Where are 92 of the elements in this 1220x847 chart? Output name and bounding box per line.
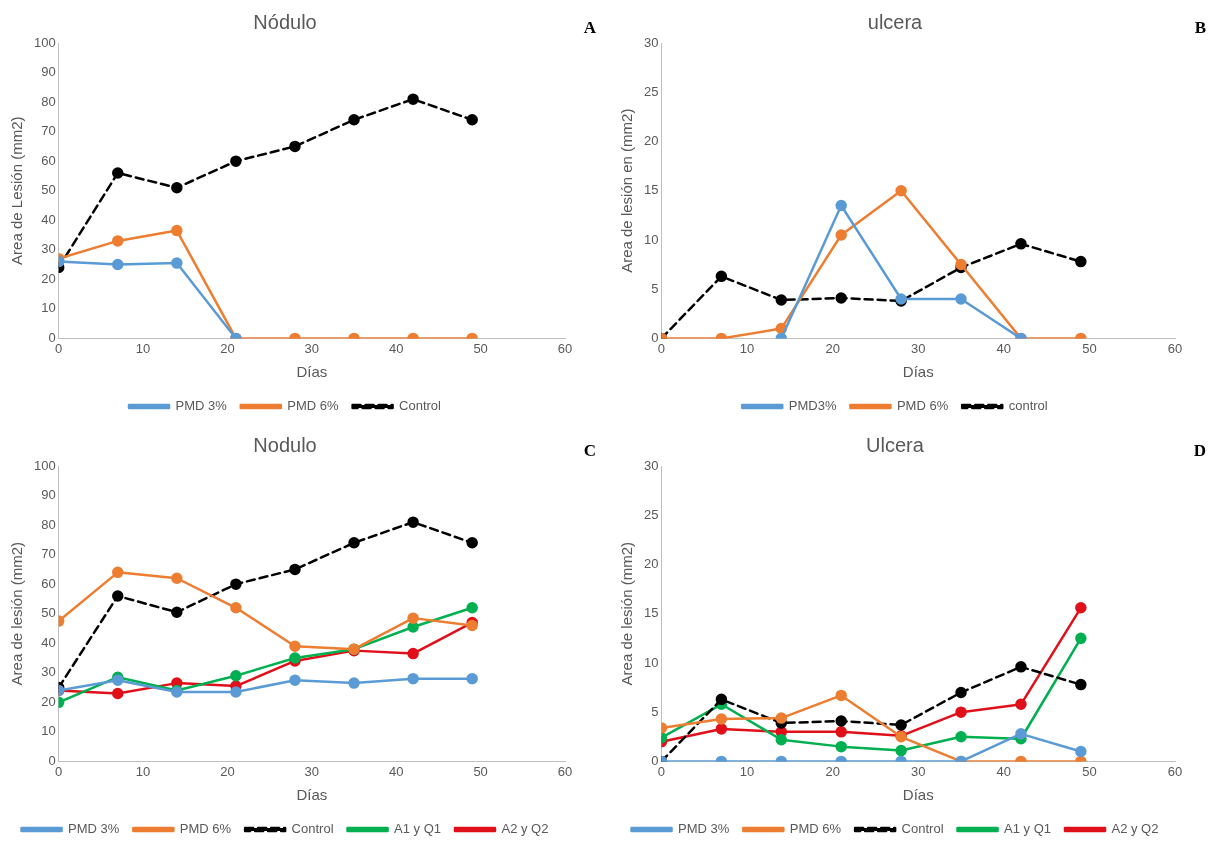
y-tick-label: 20 bbox=[41, 693, 56, 709]
y-tick-label: 25 bbox=[643, 83, 659, 99]
legend-label: PMD 3% bbox=[68, 821, 120, 837]
y-axis-title: Area de lesión (mm2) bbox=[8, 542, 26, 686]
y-tick-label: 40 bbox=[41, 211, 56, 227]
chart-title: Ulcera bbox=[866, 433, 925, 456]
x-axis-title: Días bbox=[296, 786, 328, 804]
legend-label: Control bbox=[399, 398, 442, 414]
y-tick-label: 30 bbox=[643, 34, 659, 50]
y-tick-label: 30 bbox=[643, 457, 659, 473]
x-tick-label: 10 bbox=[739, 763, 755, 779]
x-tick-label: 50 bbox=[473, 763, 488, 779]
y-tick-label: 15 bbox=[643, 182, 659, 198]
x-tick-label: 60 bbox=[1167, 340, 1183, 356]
legend-label: A2 y Q2 bbox=[501, 821, 549, 837]
y-tick-label: 0 bbox=[651, 329, 659, 345]
legend-label: Control bbox=[291, 821, 334, 837]
x-tick-label: 10 bbox=[135, 763, 151, 779]
y-tick-label: 10 bbox=[643, 654, 659, 670]
x-tick-label: 50 bbox=[473, 340, 488, 356]
x-tick-label: 10 bbox=[739, 340, 755, 356]
y-tick-label: 10 bbox=[41, 300, 56, 316]
x-tick-label: 60 bbox=[557, 763, 573, 779]
x-tick-label: 20 bbox=[825, 763, 840, 779]
y-tick-label: 30 bbox=[41, 664, 56, 680]
y-tick-label: 0 bbox=[48, 752, 56, 768]
x-tick-label: 40 bbox=[389, 763, 404, 779]
y-tick-label: 70 bbox=[41, 123, 56, 139]
y-tick-label: 60 bbox=[41, 575, 56, 591]
x-axis-title: Días bbox=[902, 786, 934, 804]
x-tick-label: 60 bbox=[557, 340, 573, 356]
x-tick-label: 60 bbox=[1167, 763, 1183, 779]
y-tick-label: 20 bbox=[643, 133, 659, 149]
y-tick-label: 10 bbox=[41, 723, 56, 739]
legend-label: PMD3% bbox=[788, 398, 837, 414]
y-tick-label: 0 bbox=[651, 752, 659, 768]
x-tick-label: 30 bbox=[304, 340, 320, 356]
y-tick-label: 30 bbox=[41, 241, 56, 257]
y-tick-label: 0 bbox=[48, 329, 56, 345]
legend-label: PMD 3% bbox=[175, 398, 228, 414]
x-tick-label: 20 bbox=[220, 340, 235, 356]
y-tick-label: 50 bbox=[41, 605, 56, 621]
x-tick-label: 40 bbox=[389, 340, 404, 356]
y-tick-label: 70 bbox=[41, 546, 56, 562]
x-tick-label: 50 bbox=[1082, 763, 1097, 779]
x-axis-title: Días bbox=[296, 363, 328, 381]
legend-label: control bbox=[1008, 398, 1048, 414]
x-tick-label: 30 bbox=[304, 763, 320, 779]
legend-label: Control bbox=[901, 821, 944, 837]
x-tick-label: 50 bbox=[1082, 340, 1097, 356]
y-tick-label: 15 bbox=[643, 605, 659, 621]
text: A bbox=[583, 17, 597, 37]
y-tick-label: 5 bbox=[651, 703, 659, 719]
y-tick-label: 40 bbox=[41, 634, 56, 650]
y-tick-label: 90 bbox=[41, 64, 56, 80]
text: B bbox=[1194, 17, 1206, 37]
legend-label: PMD 6% bbox=[896, 398, 949, 414]
legend-label: A2 y Q2 bbox=[1111, 821, 1159, 837]
legend-label: A1 y Q1 bbox=[1004, 821, 1051, 837]
x-tick-label: 30 bbox=[911, 763, 926, 779]
x-tick-label: 30 bbox=[911, 340, 926, 356]
chart-title: Nodulo bbox=[253, 433, 317, 456]
y-axis-title: Area de lesión en (mm2) bbox=[618, 108, 636, 273]
text: D bbox=[1193, 440, 1206, 460]
y-tick-label: 80 bbox=[41, 516, 56, 532]
text: C bbox=[583, 440, 596, 460]
legend-label: PMD 6% bbox=[287, 398, 340, 414]
y-tick-label: 80 bbox=[41, 93, 56, 109]
y-tick-label: 10 bbox=[643, 231, 659, 247]
chart-title: ulcera bbox=[867, 10, 924, 33]
x-tick-label: 40 bbox=[996, 340, 1012, 356]
legend-label: A1 y Q1 bbox=[394, 821, 441, 837]
legend-label: PMD 6% bbox=[789, 821, 842, 837]
y-tick-label: 60 bbox=[41, 152, 56, 168]
y-tick-label: 20 bbox=[41, 270, 56, 286]
y-tick-label: 25 bbox=[643, 506, 659, 522]
y-tick-label: 50 bbox=[41, 182, 56, 198]
y-tick-label: 5 bbox=[651, 280, 659, 296]
x-tick-label: 10 bbox=[135, 340, 151, 356]
y-axis-title: Area de lesión (mm2) bbox=[618, 542, 636, 686]
y-tick-label: 20 bbox=[643, 556, 659, 572]
x-tick-label: 40 bbox=[996, 763, 1012, 779]
y-axis-title: Area de Lesión (mm2) bbox=[8, 116, 26, 265]
x-axis-title: Días bbox=[902, 363, 934, 381]
x-tick-label: 20 bbox=[825, 340, 840, 356]
y-tick-label: 100 bbox=[33, 34, 56, 50]
legend-label: PMD 3% bbox=[678, 821, 730, 837]
y-tick-label: 90 bbox=[41, 487, 56, 503]
y-tick-label: 100 bbox=[33, 457, 56, 473]
x-tick-label: 20 bbox=[220, 763, 235, 779]
chart-title: Nódulo bbox=[253, 10, 317, 33]
legend-label: PMD 6% bbox=[179, 821, 232, 837]
